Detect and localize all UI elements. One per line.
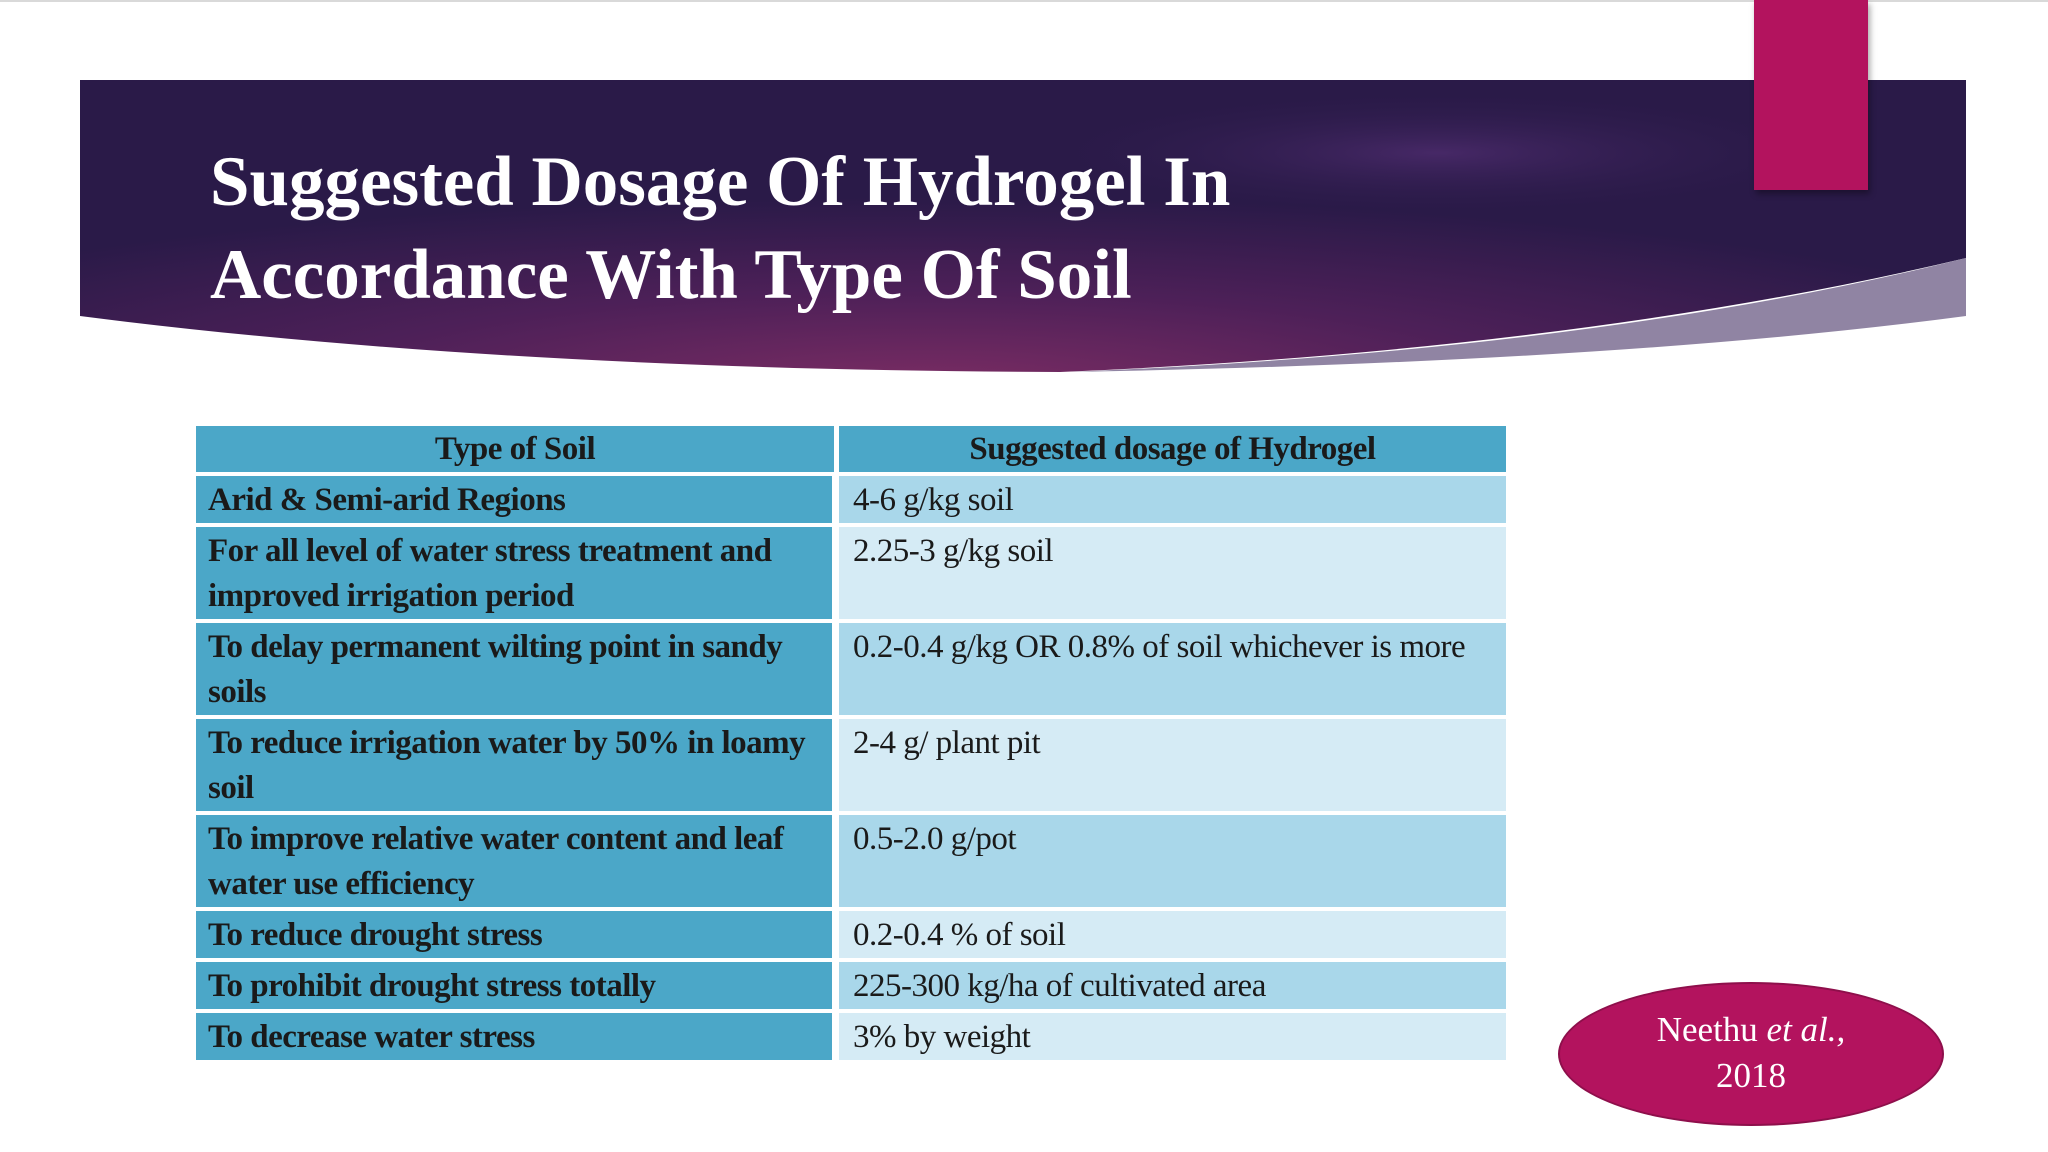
soil-cell: To improve relative water content and le…: [196, 815, 839, 907]
table-row: To improve relative water content and le…: [196, 815, 1506, 907]
title-banner: [80, 80, 1966, 372]
dose-cell: 3% by weight: [839, 1013, 1506, 1060]
slide-title-line-2: Accordance With Type Of Soil: [210, 236, 1132, 314]
dose-cell: 0.2-0.4 % of soil: [839, 911, 1506, 958]
dose-cell: 0.2-0.4 g/kg OR 0.8% of soil whichever i…: [839, 623, 1506, 715]
soil-cell: To decrease water stress: [196, 1013, 839, 1060]
slide-title-line-1: Suggested Dosage Of Hydrogel In: [210, 143, 1231, 221]
table-row: To decrease water stress 3% by weight: [196, 1013, 1506, 1060]
citation-year: 2018: [1716, 1056, 1786, 1095]
soil-cell: To reduce irrigation water by 50% in loa…: [196, 719, 839, 811]
citation-author: Neethu: [1656, 1010, 1758, 1049]
dosage-table: Type of Soil Suggested dosage of Hydroge…: [196, 422, 1506, 1064]
dose-cell: 2.25-3 g/kg soil: [839, 527, 1506, 619]
table-row: Arid & Semi-arid Regions 4-6 g/kg soil: [196, 476, 1506, 523]
dose-cell: 2-4 g/ plant pit: [839, 719, 1506, 811]
dosage-table-container: Type of Soil Suggested dosage of Hydroge…: [196, 422, 1506, 1064]
soil-cell: To delay permanent wilting point in sand…: [196, 623, 839, 715]
citation-author-line: Neethu et al.,: [1560, 1007, 1942, 1053]
dose-cell: 0.5-2.0 g/pot: [839, 815, 1506, 907]
table-row: To delay permanent wilting point in sand…: [196, 623, 1506, 715]
soil-cell: To reduce drought stress: [196, 911, 839, 958]
soil-cell: Arid & Semi-arid Regions: [196, 476, 839, 523]
slide-title: Suggested Dosage Of Hydrogel In Accordan…: [210, 136, 1660, 322]
header-type-of-soil: Type of Soil: [196, 426, 839, 472]
dose-cell: 4-6 g/kg soil: [839, 476, 1506, 523]
dose-cell: 225-300 kg/ha of cultivated area: [839, 962, 1506, 1009]
table-row: To reduce irrigation water by 50% in loa…: [196, 719, 1506, 811]
table-header-row: Type of Soil Suggested dosage of Hydroge…: [196, 426, 1506, 472]
header-suggested-dosage: Suggested dosage of Hydrogel: [839, 426, 1506, 472]
accent-tab: [1754, 0, 1868, 190]
table-row: To prohibit drought stress totally 225-3…: [196, 962, 1506, 1009]
soil-cell: For all level of water stress treatment …: [196, 527, 839, 619]
table-row: To reduce drought stress 0.2-0.4 % of so…: [196, 911, 1506, 958]
top-rule: [0, 0, 2048, 2]
citation-etal: et al.,: [1766, 1010, 1846, 1049]
table-row: For all level of water stress treatment …: [196, 527, 1506, 619]
citation-badge: Neethu et al., 2018: [1558, 982, 1944, 1126]
soil-cell: To prohibit drought stress totally: [196, 962, 839, 1009]
